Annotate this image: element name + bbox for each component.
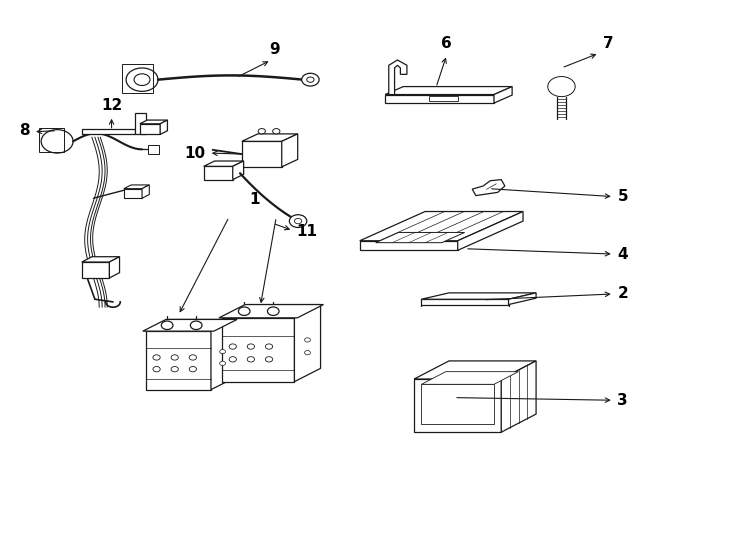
Polygon shape bbox=[414, 379, 501, 432]
Circle shape bbox=[247, 344, 255, 349]
Circle shape bbox=[41, 130, 73, 153]
Circle shape bbox=[161, 321, 173, 329]
Polygon shape bbox=[204, 161, 244, 166]
Circle shape bbox=[153, 355, 160, 360]
Polygon shape bbox=[142, 185, 149, 198]
Text: 3: 3 bbox=[617, 393, 628, 408]
Polygon shape bbox=[140, 124, 160, 134]
Circle shape bbox=[229, 356, 236, 362]
Polygon shape bbox=[494, 86, 512, 103]
Text: 7: 7 bbox=[603, 36, 614, 51]
Circle shape bbox=[289, 215, 307, 227]
Polygon shape bbox=[143, 320, 237, 331]
Text: 4: 4 bbox=[617, 247, 628, 261]
Circle shape bbox=[266, 344, 272, 349]
Polygon shape bbox=[389, 60, 407, 94]
Polygon shape bbox=[241, 134, 298, 141]
Polygon shape bbox=[414, 361, 536, 379]
Circle shape bbox=[272, 129, 280, 134]
Polygon shape bbox=[501, 361, 536, 432]
Text: 8: 8 bbox=[19, 123, 29, 138]
Bar bbox=[429, 96, 458, 102]
Circle shape bbox=[219, 361, 225, 366]
Polygon shape bbox=[241, 141, 282, 167]
Circle shape bbox=[267, 307, 279, 315]
Circle shape bbox=[548, 77, 575, 97]
Text: 10: 10 bbox=[185, 146, 206, 160]
Polygon shape bbox=[109, 256, 120, 278]
Text: 6: 6 bbox=[441, 36, 452, 51]
Polygon shape bbox=[124, 188, 142, 198]
Circle shape bbox=[294, 218, 302, 224]
Polygon shape bbox=[81, 262, 109, 278]
Circle shape bbox=[189, 367, 197, 372]
Circle shape bbox=[247, 356, 255, 362]
Polygon shape bbox=[124, 185, 149, 188]
Polygon shape bbox=[81, 256, 120, 262]
Polygon shape bbox=[233, 161, 244, 180]
Text: 12: 12 bbox=[101, 98, 122, 113]
Polygon shape bbox=[385, 86, 512, 94]
Text: 1: 1 bbox=[250, 192, 260, 207]
Polygon shape bbox=[282, 134, 298, 167]
Polygon shape bbox=[135, 113, 145, 134]
Polygon shape bbox=[509, 293, 536, 305]
Text: 11: 11 bbox=[296, 224, 317, 239]
Polygon shape bbox=[160, 120, 167, 134]
Polygon shape bbox=[385, 94, 494, 103]
Polygon shape bbox=[421, 372, 518, 384]
Polygon shape bbox=[211, 320, 234, 390]
Circle shape bbox=[266, 356, 272, 362]
Polygon shape bbox=[222, 305, 321, 318]
Circle shape bbox=[258, 129, 266, 134]
Polygon shape bbox=[458, 212, 523, 251]
Circle shape bbox=[219, 349, 225, 354]
Circle shape bbox=[305, 338, 310, 342]
Polygon shape bbox=[421, 299, 509, 305]
Polygon shape bbox=[294, 305, 321, 382]
Polygon shape bbox=[421, 293, 536, 299]
Polygon shape bbox=[219, 305, 324, 318]
Circle shape bbox=[171, 355, 178, 360]
Polygon shape bbox=[145, 331, 211, 390]
Polygon shape bbox=[145, 320, 234, 331]
Polygon shape bbox=[360, 212, 523, 241]
Circle shape bbox=[46, 133, 68, 150]
Circle shape bbox=[239, 307, 250, 315]
Circle shape bbox=[134, 74, 150, 85]
Bar bbox=[148, 145, 159, 153]
Polygon shape bbox=[553, 79, 570, 94]
Text: 5: 5 bbox=[617, 189, 628, 204]
Polygon shape bbox=[222, 318, 294, 382]
Polygon shape bbox=[421, 384, 494, 424]
Circle shape bbox=[307, 77, 314, 82]
Circle shape bbox=[189, 355, 197, 360]
Polygon shape bbox=[376, 232, 465, 242]
Polygon shape bbox=[140, 120, 167, 124]
Polygon shape bbox=[204, 166, 233, 180]
Text: 2: 2 bbox=[617, 286, 628, 301]
Circle shape bbox=[153, 367, 160, 372]
Circle shape bbox=[190, 321, 202, 329]
Circle shape bbox=[126, 68, 158, 91]
Circle shape bbox=[229, 344, 236, 349]
Text: 9: 9 bbox=[269, 42, 280, 57]
Circle shape bbox=[302, 73, 319, 86]
Polygon shape bbox=[360, 241, 458, 251]
Polygon shape bbox=[81, 129, 135, 134]
Circle shape bbox=[305, 350, 310, 355]
Polygon shape bbox=[472, 180, 505, 195]
Circle shape bbox=[171, 367, 178, 372]
